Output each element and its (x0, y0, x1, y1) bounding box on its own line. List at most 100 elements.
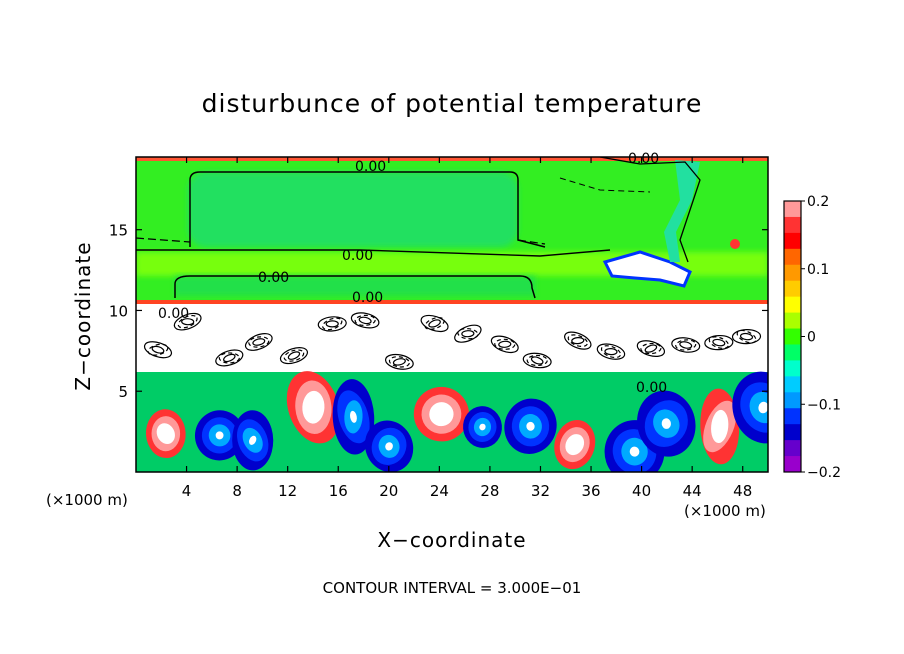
colorbar-segment (784, 201, 801, 218)
colorbar-segment (784, 376, 801, 393)
contour-swirl (644, 344, 658, 353)
contour-swirl (420, 314, 449, 333)
contour-swirl (215, 349, 244, 367)
layer-boundary (136, 300, 768, 304)
contour-swirl (640, 342, 662, 355)
field-blob (479, 423, 486, 431)
contour-swirl (671, 337, 701, 353)
contour-swirl (177, 314, 198, 329)
plot-frame (135, 156, 769, 473)
top-strip (136, 157, 768, 161)
contour-swirl (424, 316, 445, 330)
contour-interval-text: CONTOUR INTERVAL = 3.000E−01 (323, 579, 582, 597)
contour-swirl (181, 318, 195, 326)
contour-swirl (712, 338, 726, 347)
contour-swirl (151, 345, 165, 354)
field-blob (526, 421, 535, 431)
contour-label: 0.00 (636, 380, 667, 396)
contour-swirl (461, 330, 475, 338)
colorbar-frame (783, 200, 802, 473)
x-tick-label: 32 (531, 482, 550, 500)
colorbar-segment (784, 248, 801, 266)
colorbar-tick-label: −0.1 (807, 397, 841, 413)
plot-area (136, 157, 768, 472)
lower-blobs (145, 371, 768, 472)
colorbar-segment (784, 296, 801, 314)
field-blob (711, 409, 729, 444)
contour-swirl (248, 336, 270, 348)
field-blob (215, 431, 224, 440)
field-blob (156, 423, 175, 445)
contour-swirl (428, 319, 441, 328)
contour-label: 0.00 (342, 248, 373, 264)
upper-right-plume (664, 160, 700, 262)
contour-swirl (173, 312, 202, 331)
contour-labels: 0.00 0.00 0.00 0.00 0.00 0.00 0.00 (158, 151, 667, 396)
y-axis-label: Z−coordinate (71, 241, 95, 390)
field-blob (565, 434, 585, 456)
contour-swirl (731, 328, 762, 345)
y-tick-label: 15 (109, 222, 128, 240)
y-tick-label: 10 (109, 302, 128, 320)
contour-swirl (600, 345, 622, 359)
field-blob (629, 446, 640, 457)
contour-swirl (636, 340, 666, 357)
contour-swirl (564, 331, 592, 350)
x-tick-label: 20 (379, 482, 398, 500)
contour-swirl (490, 335, 519, 354)
contour-swirl (596, 343, 626, 360)
x-tick-label: 48 (733, 482, 752, 500)
contour-swirl (388, 356, 410, 368)
contour-swirl (454, 324, 482, 343)
contour-upper-6 (559, 177, 651, 193)
contour-swirl (494, 338, 516, 350)
contour-swirl (457, 328, 479, 340)
colorbar-segment (784, 280, 801, 298)
colorbar-tick-label: 0.2 (807, 194, 829, 210)
contour-swirl (392, 358, 406, 366)
upper-band-2 (175, 276, 535, 296)
contour-swirl (384, 353, 414, 370)
x-unit-right: (×1000 m) (684, 502, 766, 520)
contour-swirl (675, 339, 697, 351)
upper-right-spot (730, 239, 740, 249)
x-tick-label: 40 (632, 482, 651, 500)
contour-upper-5 (599, 157, 701, 263)
x-tick-label: 36 (581, 482, 600, 500)
contour-label: 0.00 (355, 159, 386, 175)
colorbar: 0.2 0.1 0 −0.1 −0.2 (784, 194, 841, 481)
x-tick-label: 44 (683, 482, 702, 500)
contour-swirl (567, 334, 588, 347)
x-tick-label: 16 (329, 482, 348, 500)
y-tick-label: 5 (118, 383, 128, 401)
field-blob (385, 442, 393, 451)
contour-swirl (679, 341, 693, 349)
contour-label: 0.00 (352, 290, 383, 306)
x-unit-left: (×1000 m) (46, 491, 128, 509)
colorbar-segment (784, 328, 801, 345)
contour-swirl (739, 332, 754, 341)
contour-swirl (708, 336, 730, 349)
contour-swirl (317, 316, 347, 332)
field-blob (350, 410, 357, 423)
colorbar-segment (784, 232, 801, 250)
colorbar-segment (784, 440, 801, 457)
contour-swirl (223, 353, 236, 363)
contour-swirl (571, 337, 585, 345)
colorbar-tick-label: 0.1 (807, 262, 829, 278)
contour-swirl (526, 354, 548, 367)
contour-swirl (530, 356, 544, 365)
x-axis: 4 8 12 16 20 24 28 32 36 40 44 48 (182, 157, 752, 500)
field-blob (249, 435, 257, 445)
field-blob (429, 402, 454, 427)
contour-swirl (244, 333, 273, 351)
y-axis: 5 10 15 (109, 222, 768, 401)
contour-swirl (322, 317, 343, 331)
field-blob (302, 390, 325, 424)
contour-swirl (522, 352, 552, 369)
contour-upper-2 (136, 237, 546, 245)
contour-swirl (143, 341, 173, 359)
upper-right-white-patch (602, 250, 692, 288)
contour-swirl (218, 352, 240, 364)
field-blob (661, 418, 671, 429)
